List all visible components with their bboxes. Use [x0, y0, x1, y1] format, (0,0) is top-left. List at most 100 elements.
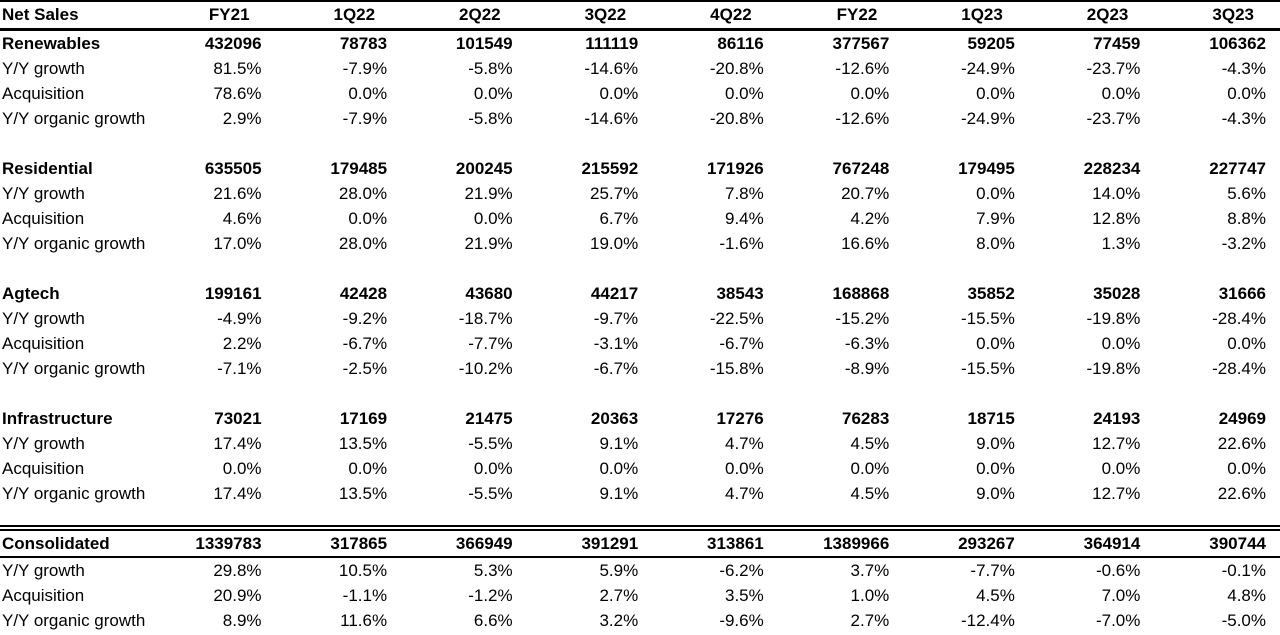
value-cell: 2.9%: [222, 108, 262, 128]
metric-row: Y/Y organic growth 17.0% 28.0% 21.9% 19.0% -1…: [0, 231, 1280, 256]
value-cell: 22.6%: [1217, 483, 1266, 503]
value-cell: 227747: [1209, 158, 1266, 178]
value-cell: 7.0%: [1101, 585, 1141, 605]
value-cell: 2.7%: [599, 585, 639, 605]
value-cell: 5.6%: [1227, 183, 1266, 203]
value-cell: -12.6%: [835, 108, 890, 128]
column-header-3q23: 3Q23: [1212, 5, 1254, 24]
column-header-fy22: FY22: [836, 5, 878, 24]
value-cell: 0.0%: [976, 183, 1015, 203]
value-cell: 9.1%: [599, 433, 639, 453]
value-cell: 0.0%: [1101, 458, 1141, 478]
spacer-cell: [0, 131, 1280, 156]
metric-label: Acquisition: [2, 458, 85, 478]
value-cell: -6.3%: [844, 333, 890, 353]
metric-row: Y/Y organic growth 8.9% 11.6% 6.6% 3.2% -9.6%…: [0, 608, 1280, 633]
value-cell: 0.0%: [1101, 333, 1141, 353]
value-cell: -12.4%: [960, 610, 1015, 630]
value-cell: 0.0%: [724, 83, 764, 103]
table-body: Renewables 432096 78783 101549 111119 86116 37…: [0, 30, 1280, 634]
value-cell: 11.6%: [340, 610, 388, 630]
value-cell: 44217: [590, 283, 639, 303]
value-cell: 13.5%: [338, 483, 388, 503]
value-cell: -2.5%: [342, 358, 388, 378]
value-cell: -4.3%: [1221, 58, 1266, 78]
value-cell: -28.4%: [1212, 308, 1266, 328]
value-cell: 2.7%: [850, 610, 890, 630]
value-cell: -7.9%: [342, 58, 388, 78]
value-cell: -15.5%: [960, 308, 1015, 328]
value-cell: 3.7%: [850, 560, 890, 580]
value-cell: 13.5%: [338, 433, 388, 453]
value-cell: -24.9%: [960, 108, 1015, 128]
value-cell: -3.1%: [593, 333, 639, 353]
value-cell: 4.2%: [850, 208, 890, 228]
value-cell: 1.0%: [850, 585, 890, 605]
value-cell: 9.0%: [976, 433, 1015, 453]
column-header-4q22: 4Q22: [710, 5, 752, 24]
value-cell: 179485: [330, 158, 388, 178]
value-cell: -19.8%: [1086, 308, 1141, 328]
value-cell: 317865: [330, 533, 388, 553]
value-cell: -6.2%: [719, 560, 764, 580]
value-cell: 3.5%: [724, 585, 764, 605]
value-cell: 7.8%: [724, 183, 764, 203]
value-cell: -6.7%: [342, 333, 388, 353]
value-cell: -14.6%: [584, 108, 639, 128]
value-cell: -1.2%: [468, 585, 513, 605]
value-cell: 4.7%: [724, 483, 764, 503]
value-cell: 22.6%: [1217, 433, 1266, 453]
value-cell: 0.0%: [976, 83, 1015, 103]
value-cell: -1.6%: [719, 233, 764, 253]
value-cell: 12.7%: [1092, 433, 1141, 453]
metric-label: Y/Y growth: [2, 560, 85, 580]
value-cell: 0.0%: [850, 458, 890, 478]
metric-row: Y/Y growth 21.6% 28.0% 21.9% 25.7% 7.8% 20.7% 0…: [0, 181, 1280, 206]
value-cell: 228234: [1083, 158, 1141, 178]
section-name: Consolidated: [2, 533, 110, 553]
value-cell: -15.2%: [835, 308, 890, 328]
value-cell: 767248: [832, 158, 890, 178]
column-header-1q23: 1Q23: [961, 5, 1003, 24]
column-header-3q22: 3Q22: [584, 5, 627, 24]
value-cell: 432096: [204, 33, 262, 53]
value-cell: 101549: [455, 33, 513, 53]
value-cell: -28.4%: [1212, 358, 1266, 378]
section-name: Renewables: [2, 33, 101, 53]
value-cell: -24.9%: [960, 58, 1015, 78]
metric-row: Y/Y growth 17.4% 13.5% -5.5% 9.1% 4.7% 4.5% 9.0…: [0, 431, 1280, 456]
value-cell: 111119: [585, 33, 639, 53]
value-cell: 0.0%: [473, 458, 513, 478]
value-cell: 313861: [707, 533, 764, 553]
metric-row: Y/Y organic growth 17.4% 13.5% -5.5% 9.1% 4.7…: [0, 481, 1280, 506]
value-cell: 29.8%: [213, 560, 262, 580]
value-cell: 200245: [455, 158, 513, 178]
value-cell: -14.6%: [584, 58, 639, 78]
value-cell: 366949: [455, 533, 513, 553]
value-cell: 59205: [967, 33, 1015, 53]
value-cell: -22.5%: [709, 308, 764, 328]
metric-row: Acquisition 20.9% -1.1% -1.2% 2.7% 3.5% 1.0% 4.…: [0, 583, 1280, 608]
metric-label: Y/Y organic growth: [2, 358, 146, 378]
value-cell: 31666: [1218, 283, 1266, 303]
value-cell: 38543: [716, 283, 764, 303]
value-cell: 106362: [1209, 33, 1266, 53]
value-cell: 20.9%: [213, 585, 262, 605]
metric-label: Y/Y organic growth: [2, 610, 146, 630]
value-cell: -7.7%: [970, 560, 1015, 580]
value-cell: 171926: [707, 158, 764, 178]
value-cell: 0.0%: [1101, 83, 1141, 103]
value-cell: -5.5%: [468, 483, 513, 503]
value-cell: 78783: [339, 33, 388, 53]
value-cell: 19.0%: [589, 233, 639, 253]
value-cell: -0.6%: [1095, 560, 1141, 580]
value-cell: -5.0%: [1221, 610, 1266, 630]
value-cell: 10.5%: [338, 560, 388, 580]
section-name: Residential: [2, 158, 93, 178]
value-cell: 16.6%: [841, 233, 890, 253]
value-cell: -20.8%: [709, 58, 764, 78]
value-cell: -20.8%: [709, 108, 764, 128]
value-cell: 5.3%: [473, 560, 513, 580]
value-cell: 0.0%: [976, 333, 1015, 353]
